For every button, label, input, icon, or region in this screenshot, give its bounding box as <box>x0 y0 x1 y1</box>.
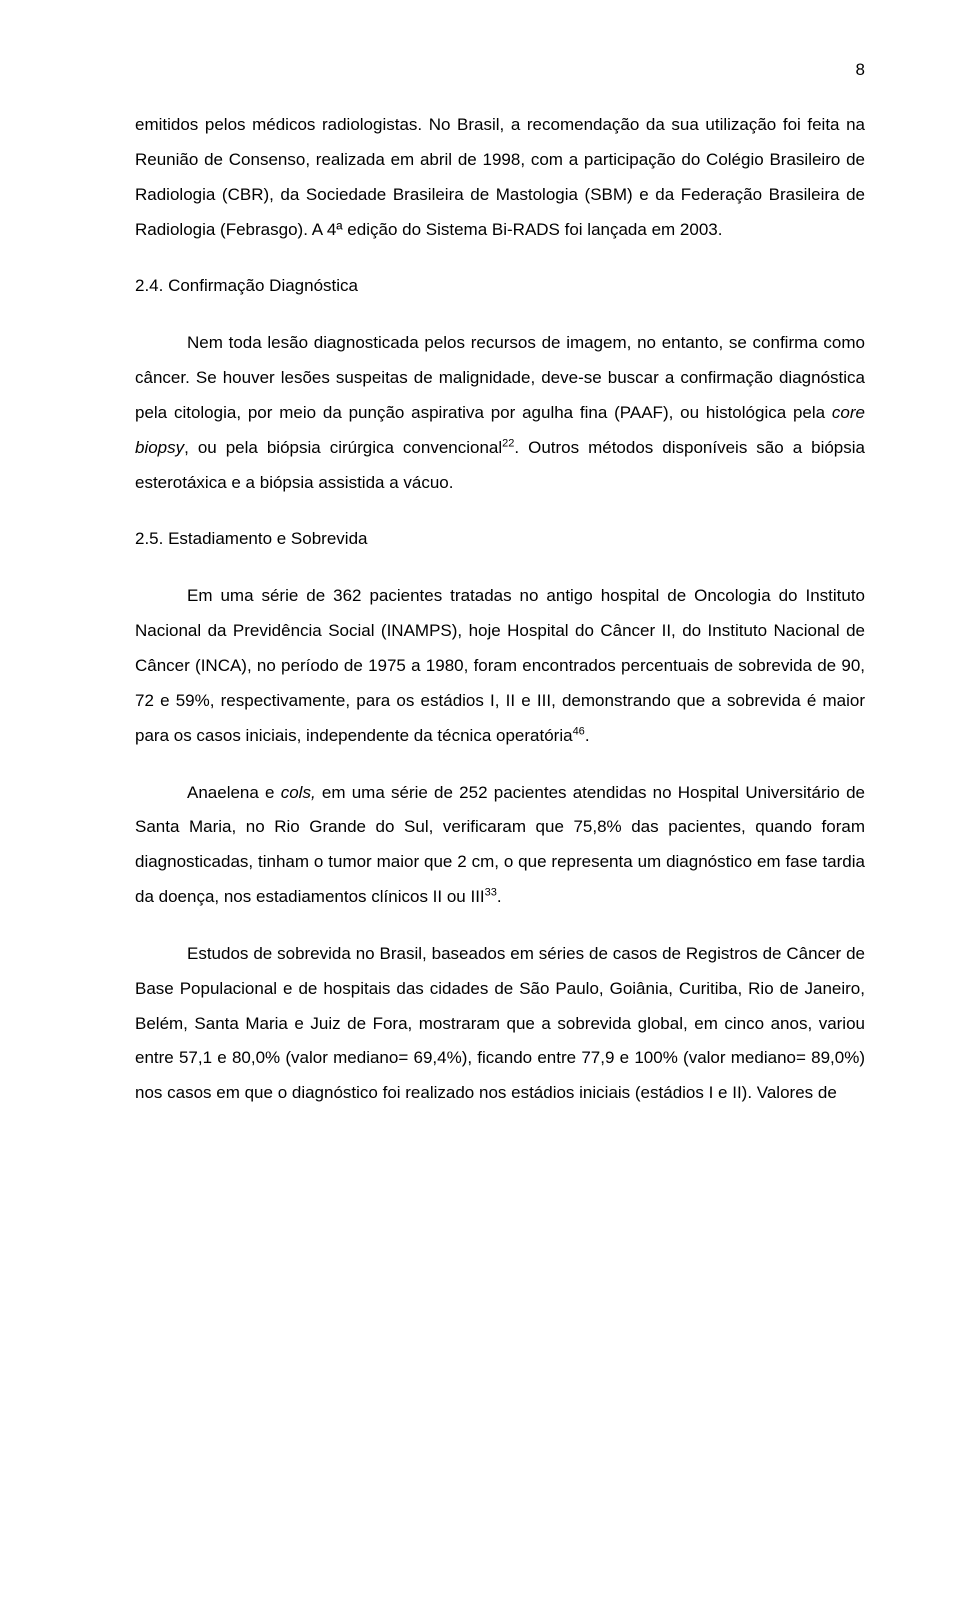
paragraph-2-text-a: Nem toda lesão diagnosticada pelos recur… <box>135 333 865 422</box>
page-container: 8 emitidos pelos médicos radiologistas. … <box>0 0 960 1193</box>
paragraph-3-text-a: Em uma série de 362 pacientes tratadas n… <box>135 586 865 744</box>
paragraph-4-sup: 33 <box>485 886 497 898</box>
paragraph-5-text: Estudos de sobrevida no Brasil, baseados… <box>135 944 865 1102</box>
paragraph-3: Em uma série de 362 pacientes tratadas n… <box>135 579 865 753</box>
paragraph-3-text-b: . <box>585 726 590 745</box>
section-heading-2-4: 2.4. Confirmação Diagnóstica <box>135 269 865 304</box>
paragraph-4: Anaelena e cols, em uma série de 252 pac… <box>135 776 865 915</box>
page-number: 8 <box>135 60 865 80</box>
paragraph-2-text-b: , ou pela biópsia cirúrgica convencional <box>184 438 502 457</box>
paragraph-1-text: emitidos pelos médicos radiologistas. No… <box>135 115 865 239</box>
paragraph-3-sup: 46 <box>573 725 585 737</box>
paragraph-4-italic: cols, <box>281 783 316 802</box>
paragraph-4-text-a: Anaelena e <box>187 783 281 802</box>
paragraph-2: Nem toda lesão diagnosticada pelos recur… <box>135 326 865 500</box>
paragraph-5: Estudos de sobrevida no Brasil, baseados… <box>135 937 865 1111</box>
section-heading-2-5: 2.5. Estadiamento e Sobrevida <box>135 522 865 557</box>
paragraph-2-sup: 22 <box>502 437 514 449</box>
paragraph-4-text-c: . <box>497 887 502 906</box>
paragraph-1: emitidos pelos médicos radiologistas. No… <box>135 108 865 247</box>
